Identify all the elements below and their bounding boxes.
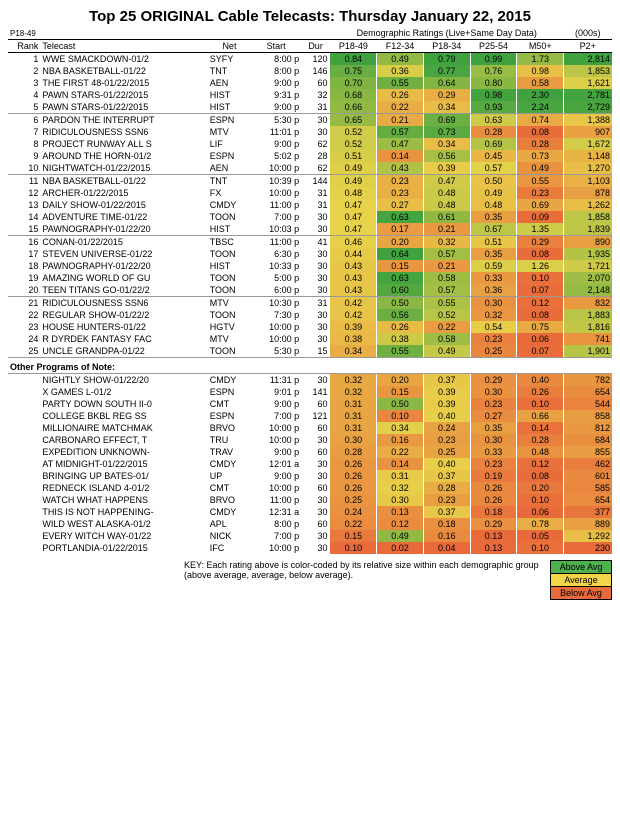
key-box: KEY: Each rating above is color-coded by…	[8, 560, 612, 599]
table-row: 8PROJECT RUNWAY ALL SLIF9:00 p620.520.47…	[8, 138, 612, 150]
key-text: KEY: Each rating above is color-coded by…	[184, 560, 544, 580]
table-row: 14ADVENTURE TIME-01/22TOON7:00 p300.470.…	[8, 211, 612, 223]
table-row: 3THE FIRST 48-01/22/2015AEN9:00 p600.700…	[8, 77, 612, 89]
col-p18-49: P18-49	[330, 40, 377, 53]
table-row: REDNECK ISLAND 4-01/2CMT10:00 p600.260.3…	[8, 482, 612, 494]
table-row: 23HOUSE HUNTERS-01/22HGTV10:00 p300.390.…	[8, 321, 612, 333]
table-row: 1WWE SMACKDOWN-01/2SYFY8:00 p1200.840.49…	[8, 53, 612, 66]
p2-header: (000s)	[564, 27, 612, 40]
table-row: 15PAWNOGRAPHY-01/22/20HIST10:03 p300.470…	[8, 223, 612, 236]
table-row: WATCH WHAT HAPPENSBRVO11:00 p300.250.300…	[8, 494, 612, 506]
table-row: PARTY DOWN SOUTH II-0CMT9:00 p600.310.50…	[8, 398, 612, 410]
table-row: 25UNCLE GRANDPA-01/22TOON5:30 p150.340.5…	[8, 345, 612, 358]
table-row: 13DAILY SHOW-01/22/2015CMDY11:00 p310.47…	[8, 199, 612, 211]
demo-header: Demographic Ratings (Live+Same Day Data)	[330, 27, 564, 40]
table-row: 16CONAN-01/22/2015TBSC11:00 p410.460.200…	[8, 236, 612, 249]
table-row: EVERY WITCH WAY-01/22NICK7:00 p300.150.4…	[8, 530, 612, 542]
table-row: 9AROUND THE HORN-01/2ESPN5:02 p280.510.1…	[8, 150, 612, 162]
table-row: 22REGULAR SHOW-01/22/2TOON7:30 p300.420.…	[8, 309, 612, 321]
table-row: 4PAWN STARS-01/22/2015HIST9:31 p320.680.…	[8, 89, 612, 101]
table-row: 12ARCHER-01/22/2015FX10:00 p310.480.230.…	[8, 187, 612, 199]
col-p25-54: P25-54	[470, 40, 517, 53]
table-row: WILD WEST ALASKA-01/2APL8:00 p600.220.12…	[8, 518, 612, 530]
col-net: Net	[208, 40, 251, 53]
col-m50+: M50+	[517, 40, 564, 53]
table-row: 17STEVEN UNIVERSE-01/22TOON6:30 p300.440…	[8, 248, 612, 260]
table-row: 10NIGHTWATCH-01/22/2015AEN10:00 p620.490…	[8, 162, 612, 175]
key-swatches: Above AvgAverageBelow Avg	[550, 560, 612, 599]
table-row: 18PAWNOGRAPHY-01/22/20HIST10:33 p300.430…	[8, 260, 612, 272]
table-row: X GAMES L-01/2ESPN9:01 p1410.320.150.390…	[8, 386, 612, 398]
ratings-table: P18-49 Demographic Ratings (Live+Same Da…	[8, 27, 612, 554]
page-title: Top 25 ORIGINAL Cable Telecasts: Thursda…	[8, 8, 612, 25]
key-swatch: Above Avg	[550, 560, 612, 574]
table-row: 19AMAZING WORLD OF GUTOON5:00 p300.430.6…	[8, 272, 612, 284]
section-header: Other Programs of Note:	[8, 358, 612, 374]
table-row: 7RIDICULOUSNESS SSN6MTV11:01 p300.520.57…	[8, 126, 612, 138]
col-start: Start	[251, 40, 301, 53]
table-row: 21RIDICULOUSNESS SSN6MTV10:30 p310.420.5…	[8, 297, 612, 310]
table-row: 20TEEN TITANS GO-01/22/2TOON6:00 p300.43…	[8, 284, 612, 297]
table-row: 5PAWN STARS-01/22/2015HIST9:00 p310.660.…	[8, 101, 612, 114]
table-row: PORTLANDIA-01/22/2015IFC10:00 p300.100.0…	[8, 542, 612, 554]
key-swatch: Below Avg	[550, 586, 612, 600]
table-row: BRINGING UP BATES-01/UP9:00 p300.260.310…	[8, 470, 612, 482]
table-row: NIGHTLY SHOW-01/22/20CMDY11:31 p300.320.…	[8, 374, 612, 387]
table-row: MILLIONAIRE MATCHMAKBRVO10:00 p600.310.3…	[8, 422, 612, 434]
col-rank: Rank	[8, 40, 40, 53]
col-telecast: Telecast	[40, 40, 207, 53]
corner-label: P18-49	[8, 27, 40, 40]
key-swatch: Average	[550, 573, 612, 587]
table-row: EXPEDITION UNKNOWN-TRAV9:00 p600.280.220…	[8, 446, 612, 458]
col-f12-34: F12-34	[377, 40, 424, 53]
table-row: 11NBA BASKETBALL-01/22TNT10:39 p1440.490…	[8, 175, 612, 188]
table-row: CARBONARO EFFECT, TTRU10:00 p300.300.160…	[8, 434, 612, 446]
col-p2+: P2+	[564, 40, 612, 53]
table-row: 2NBA BASKETBALL-01/22TNT8:00 p1460.750.3…	[8, 65, 612, 77]
table-row: 6PARDON THE INTERRUPTESPN5:30 p300.650.2…	[8, 114, 612, 127]
table-row: 24R DYRDEK FANTASY FACMTV10:00 p300.380.…	[8, 333, 612, 345]
table-row: AT MIDNIGHT-01/22/2015CMDY12:01 a300.260…	[8, 458, 612, 470]
table-row: THIS IS NOT HAPPENING-CMDY12:31 a300.240…	[8, 506, 612, 518]
table-row: COLLEGE BKBL REG SSESPN7:00 p1210.310.10…	[8, 410, 612, 422]
col-dur: Dur	[301, 40, 330, 53]
col-p18-34: P18-34	[423, 40, 470, 53]
